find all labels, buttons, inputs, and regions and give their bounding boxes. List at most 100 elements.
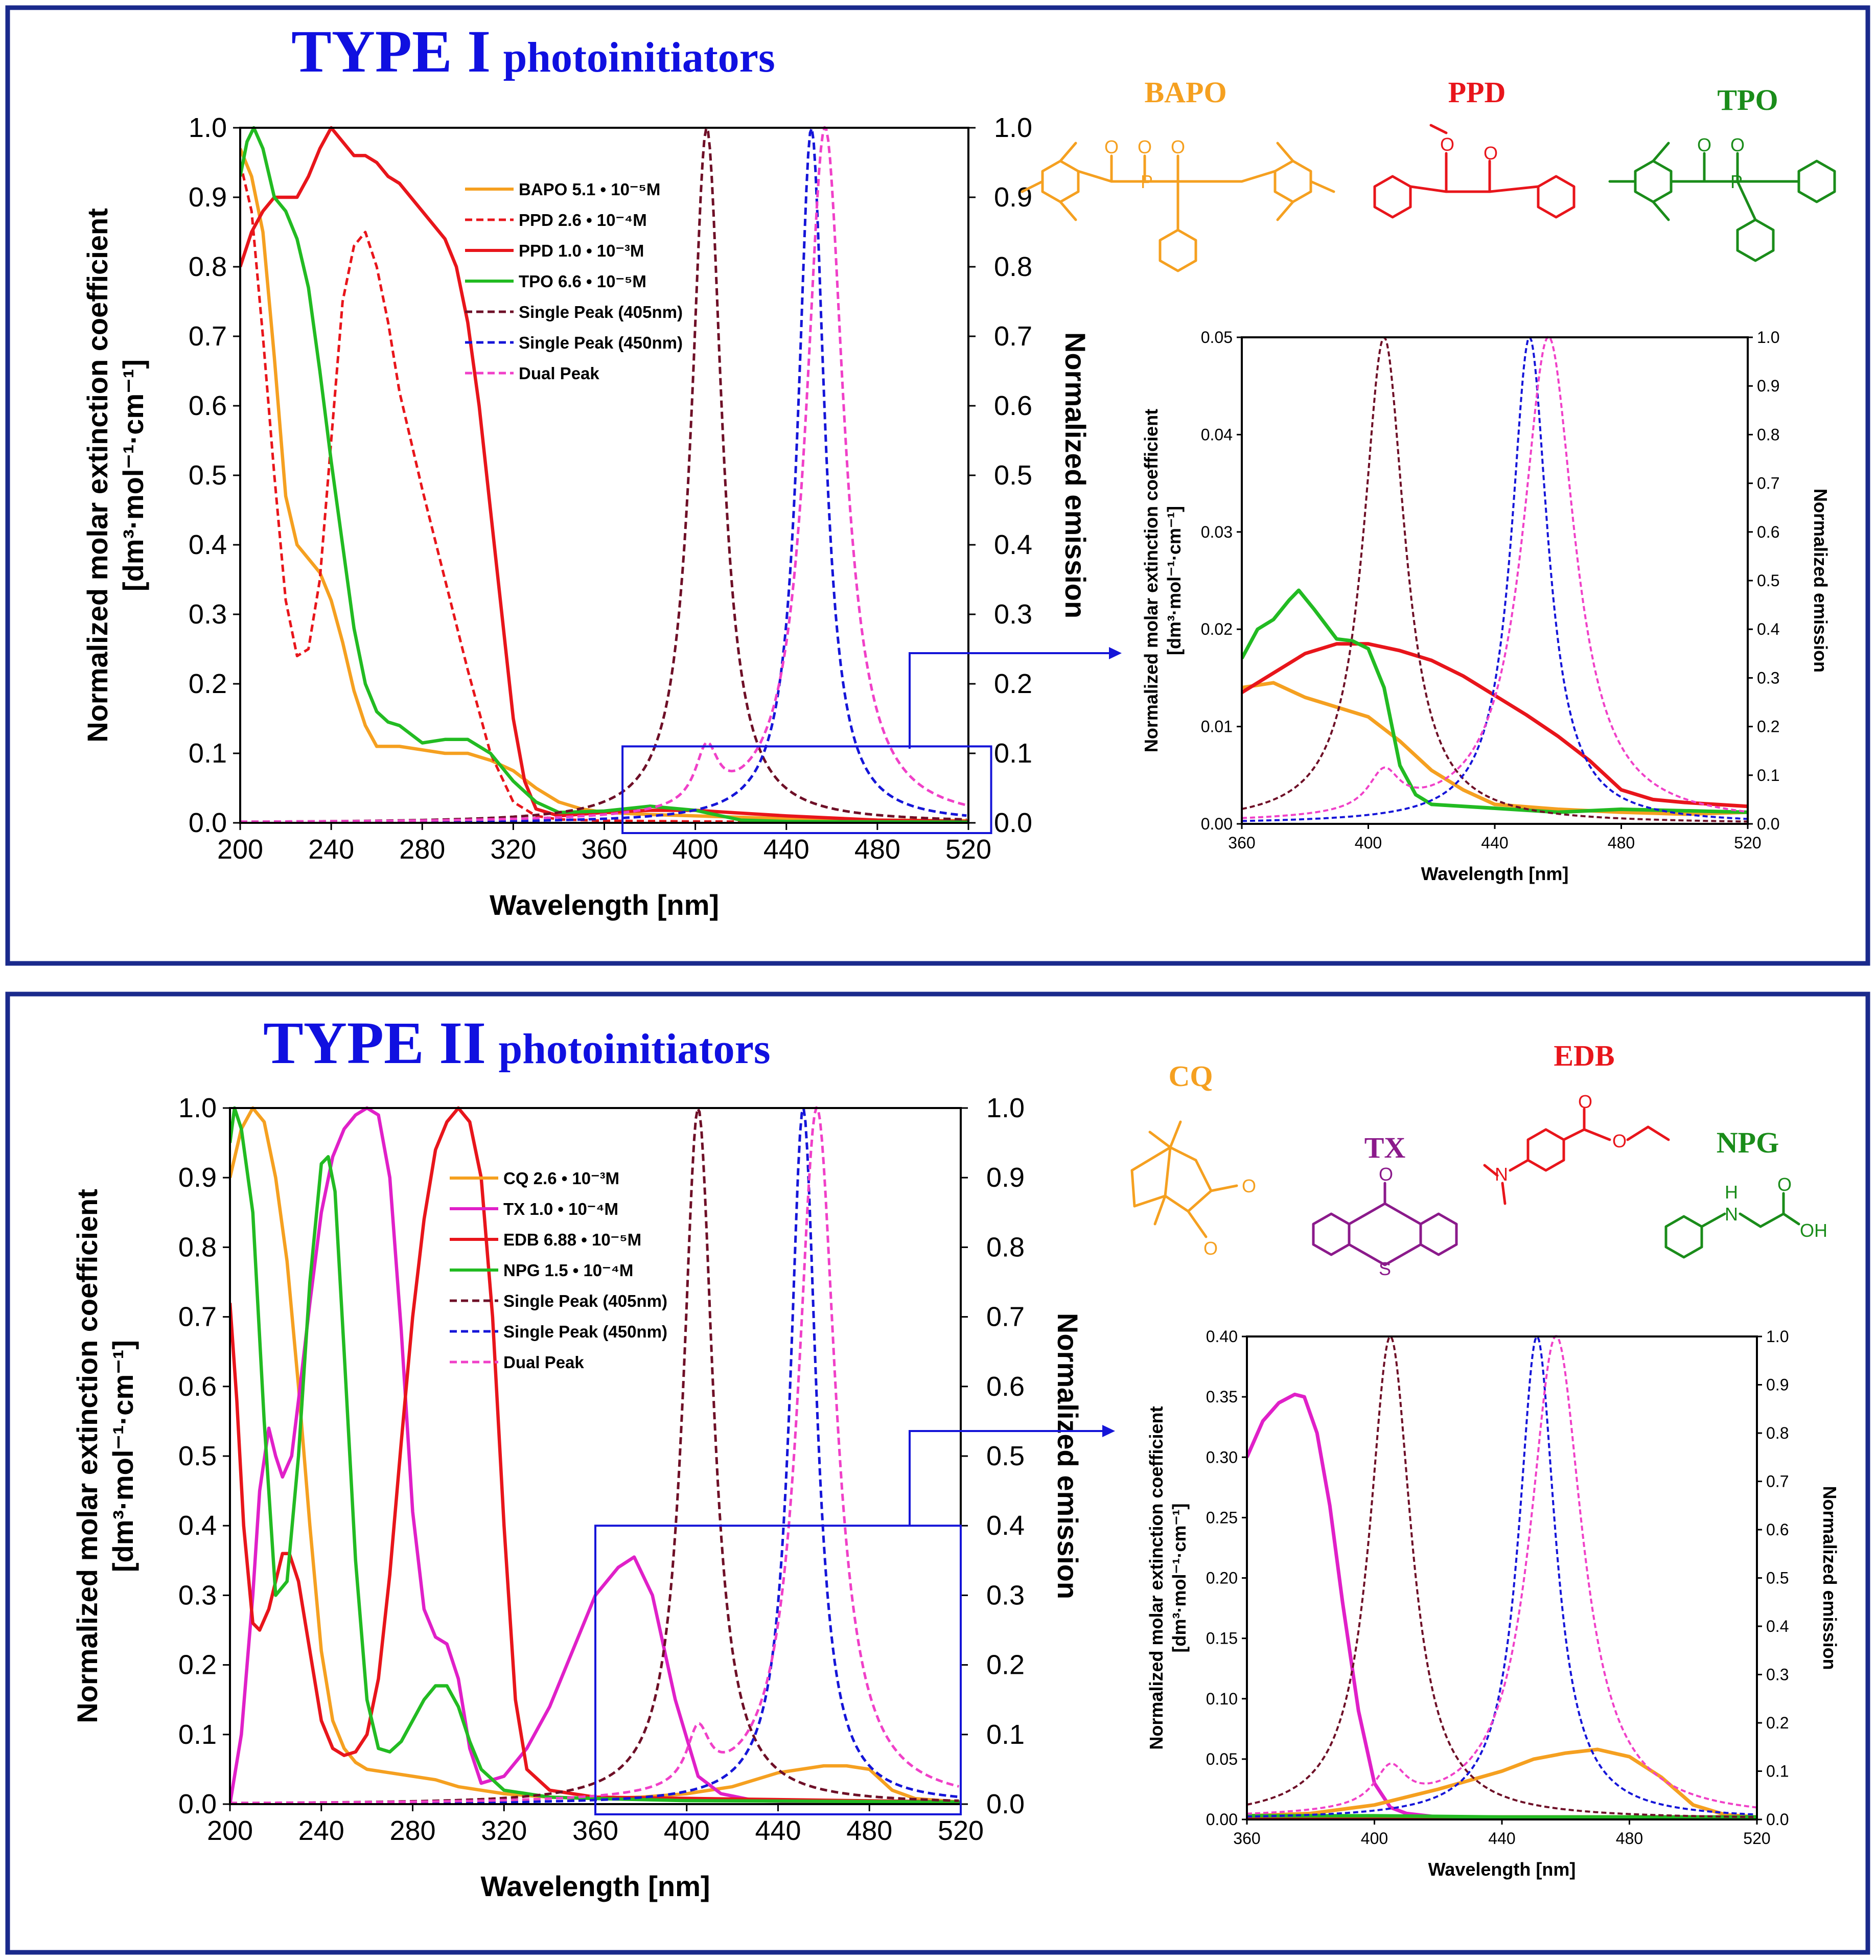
type2-inset-xlabel: Wavelength [nm] <box>1428 1859 1576 1880</box>
ppd-structure <box>1373 124 1576 219</box>
type1-main-ytick-label-2: 0.2 <box>189 668 227 699</box>
npg-atom-n: N <box>1725 1204 1738 1225</box>
type1-inset-xtick-label-3: 480 <box>1608 834 1635 852</box>
type1-main-y2tick-label-8: 0.8 <box>994 251 1032 282</box>
type2-main-legend-label-1: TX 1.0 • 10⁻⁴M <box>503 1200 618 1218</box>
type1-inset-y2tick-label-2: 0.2 <box>1757 718 1779 736</box>
type1-inset-y2tick-label-10: 1.0 <box>1757 328 1779 347</box>
molecule-cq-label: CQ <box>1169 1059 1213 1093</box>
type2-inset-y2tick-label-7: 0.7 <box>1766 1472 1789 1491</box>
bapo-atom-o3: O <box>1171 136 1185 157</box>
type2-inset-ytick-label-1: 0.05 <box>1206 1750 1238 1768</box>
type2-inset-y2tick-label-9: 0.9 <box>1766 1376 1789 1394</box>
type2-inset-xtick-label-0: 360 <box>1233 1829 1260 1848</box>
cq-structure <box>1130 1120 1238 1238</box>
type1-inset-xtick-label-2: 440 <box>1481 834 1508 852</box>
type2-main-ytick-label-6: 0.6 <box>178 1371 217 1402</box>
type2-main-chart: 200 240 280 320 360 400 440 480 5200.00.10.20.30… <box>71 1093 1084 1902</box>
type2-main-xtick-label-7: 480 <box>846 1815 892 1846</box>
type2-main-xtick-label-3: 320 <box>481 1815 527 1846</box>
type2-main-xtick-label-8: 520 <box>938 1815 984 1846</box>
type1-inset-series-4 <box>1242 336 1748 822</box>
type2-inset-ytick-label-6: 0.30 <box>1206 1448 1238 1466</box>
type2-inset-xtick-label-4: 520 <box>1743 1829 1770 1848</box>
type1-main-ytick-label-9: 0.9 <box>189 182 227 213</box>
type1-main-y2tick-label-7: 0.7 <box>994 321 1032 352</box>
panel-type-2: TYPE II photoinitiators 200 240 280 320 360 4… <box>5 991 1870 1955</box>
type2-main-legend-label-5: Single Peak (450nm) <box>503 1322 667 1341</box>
bapo-structure <box>1021 142 1335 272</box>
type2-main-series-1 <box>230 1106 961 1804</box>
type2-main-ytick-label-9: 0.9 <box>178 1162 217 1193</box>
type2-main-y2label: Normalized emission <box>1052 1313 1084 1599</box>
type1-main-xtick-label-1: 240 <box>308 834 354 865</box>
panel-type-1-title: TYPE I photoinitiators <box>291 18 775 85</box>
type1-main-legend-label-0: BAPO 5.1 • 10⁻⁵M <box>519 180 660 199</box>
type2-main-legend-label-0: CQ 2.6 • 10⁻³M <box>503 1169 619 1188</box>
type2-main-xtick-label-6: 440 <box>755 1815 801 1846</box>
type2-inset-y2tick-label-8: 0.8 <box>1766 1424 1789 1442</box>
panel-type-2-frame <box>5 991 1870 1955</box>
ppd-atom-o2: O <box>1484 143 1498 164</box>
tpo-atom-o1: O <box>1697 134 1711 155</box>
type2-inset-series-1 <box>1247 1747 1757 1819</box>
type1-inset-xtick-label-1: 400 <box>1355 834 1382 852</box>
type2-main-xtick-label-1: 240 <box>298 1815 344 1846</box>
type2-main-ytick-label-8: 0.8 <box>178 1232 217 1262</box>
molecule-tx-label: TX <box>1364 1131 1406 1164</box>
type2-main-y2tick-label-0: 0.0 <box>986 1789 1025 1819</box>
type1-inset-y2tick-label-3: 0.3 <box>1757 668 1779 687</box>
type2-inset-series-4 <box>1247 1335 1757 1818</box>
type2-main-ytick-label-4: 0.4 <box>178 1510 217 1541</box>
cq-atom-o1: O <box>1242 1175 1256 1196</box>
type1-inset-ytick-label-1: 0.01 <box>1201 718 1233 736</box>
npg-atom-o: O <box>1777 1174 1792 1195</box>
type1-inset-y2tick-label-7: 0.7 <box>1757 474 1779 493</box>
tpo-structure <box>1608 142 1836 262</box>
panel-type-1: TYPE I photoinitiators 200 240 280 320 360 40… <box>5 5 1870 966</box>
type1-inset-series-0 <box>1242 681 1748 816</box>
type1-inset-y2tick-label-9: 0.9 <box>1757 377 1779 395</box>
type1-inset-ylabel-line-1: [dm³·mol⁻¹·cm⁻¹] <box>1164 506 1185 655</box>
type1-inset-y2label: Normalized emission <box>1810 489 1831 673</box>
npg-atom-h: H <box>1725 1182 1738 1203</box>
bapo-atom-o1: O <box>1104 136 1119 157</box>
edb-atom-o2: O <box>1612 1131 1627 1151</box>
type2-inset-y2tick-label-2: 0.2 <box>1766 1714 1789 1732</box>
type2-main-series-3 <box>230 1106 961 1804</box>
type2-main-ytick-label-5: 0.5 <box>178 1441 217 1471</box>
type1-main-ytick-label-3: 0.3 <box>189 599 227 630</box>
type2-inset-xtick-label-2: 440 <box>1488 1829 1515 1848</box>
type1-main-ytick-label-1: 0.1 <box>189 738 227 769</box>
edb-structure <box>1483 1108 1670 1205</box>
type2-main-ytick-label-2: 0.2 <box>178 1650 217 1680</box>
type2-main-y2tick-label-1: 0.1 <box>986 1719 1025 1750</box>
type1-inset-ytick-label-2: 0.02 <box>1201 620 1233 638</box>
type2-inset-ylabel-line-1: [dm³·mol⁻¹·cm⁻¹] <box>1169 1504 1190 1653</box>
type2-main-legend-label-4: Single Peak (405nm) <box>503 1292 667 1310</box>
molecule-tx: TX O S <box>1312 1131 1458 1279</box>
type1-inset-y2tick-label-6: 0.6 <box>1757 523 1779 541</box>
type2-main-y2tick-label-3: 0.3 <box>986 1580 1025 1610</box>
tpo-atom-o2: O <box>1730 134 1745 155</box>
type1-main-ytick-label-0: 0.0 <box>189 808 227 838</box>
type2-inset-ytick-label-4: 0.20 <box>1206 1569 1238 1587</box>
type2-inset-ytick-label-3: 0.15 <box>1206 1629 1238 1648</box>
type2-inset-ytick-label-7: 0.35 <box>1206 1388 1238 1406</box>
type2-inset-y2tick-label-10: 1.0 <box>1766 1327 1789 1346</box>
molecule-npg: NPG H N O OH <box>1664 1126 1827 1259</box>
molecule-bapo: BAPO O <box>1021 76 1335 272</box>
type1-main-ytick-label-10: 1.0 <box>189 112 227 143</box>
molecule-tpo: TPO O O P <box>1608 83 1836 262</box>
type1-main-series-6 <box>240 126 967 823</box>
type1-inset-xtick-label-4: 520 <box>1734 834 1761 852</box>
type1-main-ytick-label-4: 0.4 <box>189 529 227 560</box>
type2-inset-series-group <box>1247 1335 1757 1819</box>
type2-main-series-2 <box>230 1106 961 1804</box>
type2-main-legend-label-2: EDB 6.88 • 10⁻⁵M <box>503 1230 641 1249</box>
molecule-edb-label: EDB <box>1554 1039 1614 1072</box>
type1-main-xtick-label-0: 200 <box>217 834 263 865</box>
type2-main-series-0 <box>230 1106 961 1804</box>
type1-main-y2tick-label-6: 0.6 <box>994 390 1032 421</box>
type1-main-ylabel-line-1: [dm³·mol⁻¹·cm⁻¹] <box>117 359 149 591</box>
